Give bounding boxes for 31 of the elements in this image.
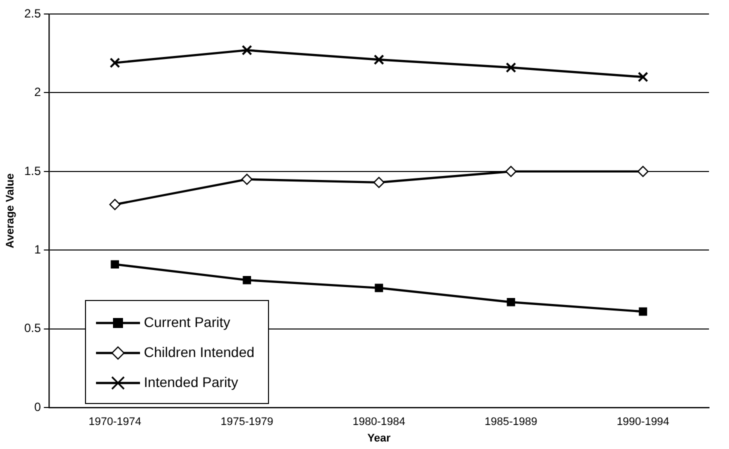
point [110, 260, 120, 268]
point [242, 44, 252, 56]
y-tick-label: 1 [34, 242, 42, 256]
x-tick-label: 1980-1984 [352, 416, 406, 428]
point [241, 174, 253, 185]
legend-label: Current Parity [144, 314, 230, 330]
y-tick-label: 0.5 [24, 321, 42, 336]
y-axis-title: Average Value [4, 173, 17, 248]
legend-label: Intended Parity [144, 374, 238, 390]
x-axis-title: Year [367, 432, 392, 444]
x-tick-label: 1970-1974 [88, 416, 142, 428]
point [373, 176, 385, 188]
legend-label: Children Intended [144, 344, 254, 360]
point [374, 284, 384, 292]
x-tick-label: 1990-1994 [616, 416, 670, 428]
x-tick-label: 1985-1989 [484, 416, 538, 428]
point [506, 298, 516, 306]
point [505, 166, 517, 178]
x-tick-label: 1975-1979 [220, 416, 274, 428]
point [637, 166, 649, 178]
point [374, 54, 384, 65]
y-tick-label: 2.5 [24, 6, 42, 20]
point [638, 307, 648, 316]
y-tick-label: 0 [34, 400, 42, 414]
point [506, 62, 516, 73]
point [109, 198, 120, 210]
y-tick-label: 2 [34, 85, 42, 100]
point [110, 58, 120, 68]
point [638, 72, 648, 82]
point [242, 276, 252, 284]
y-tick-label: 1.5 [24, 164, 42, 178]
